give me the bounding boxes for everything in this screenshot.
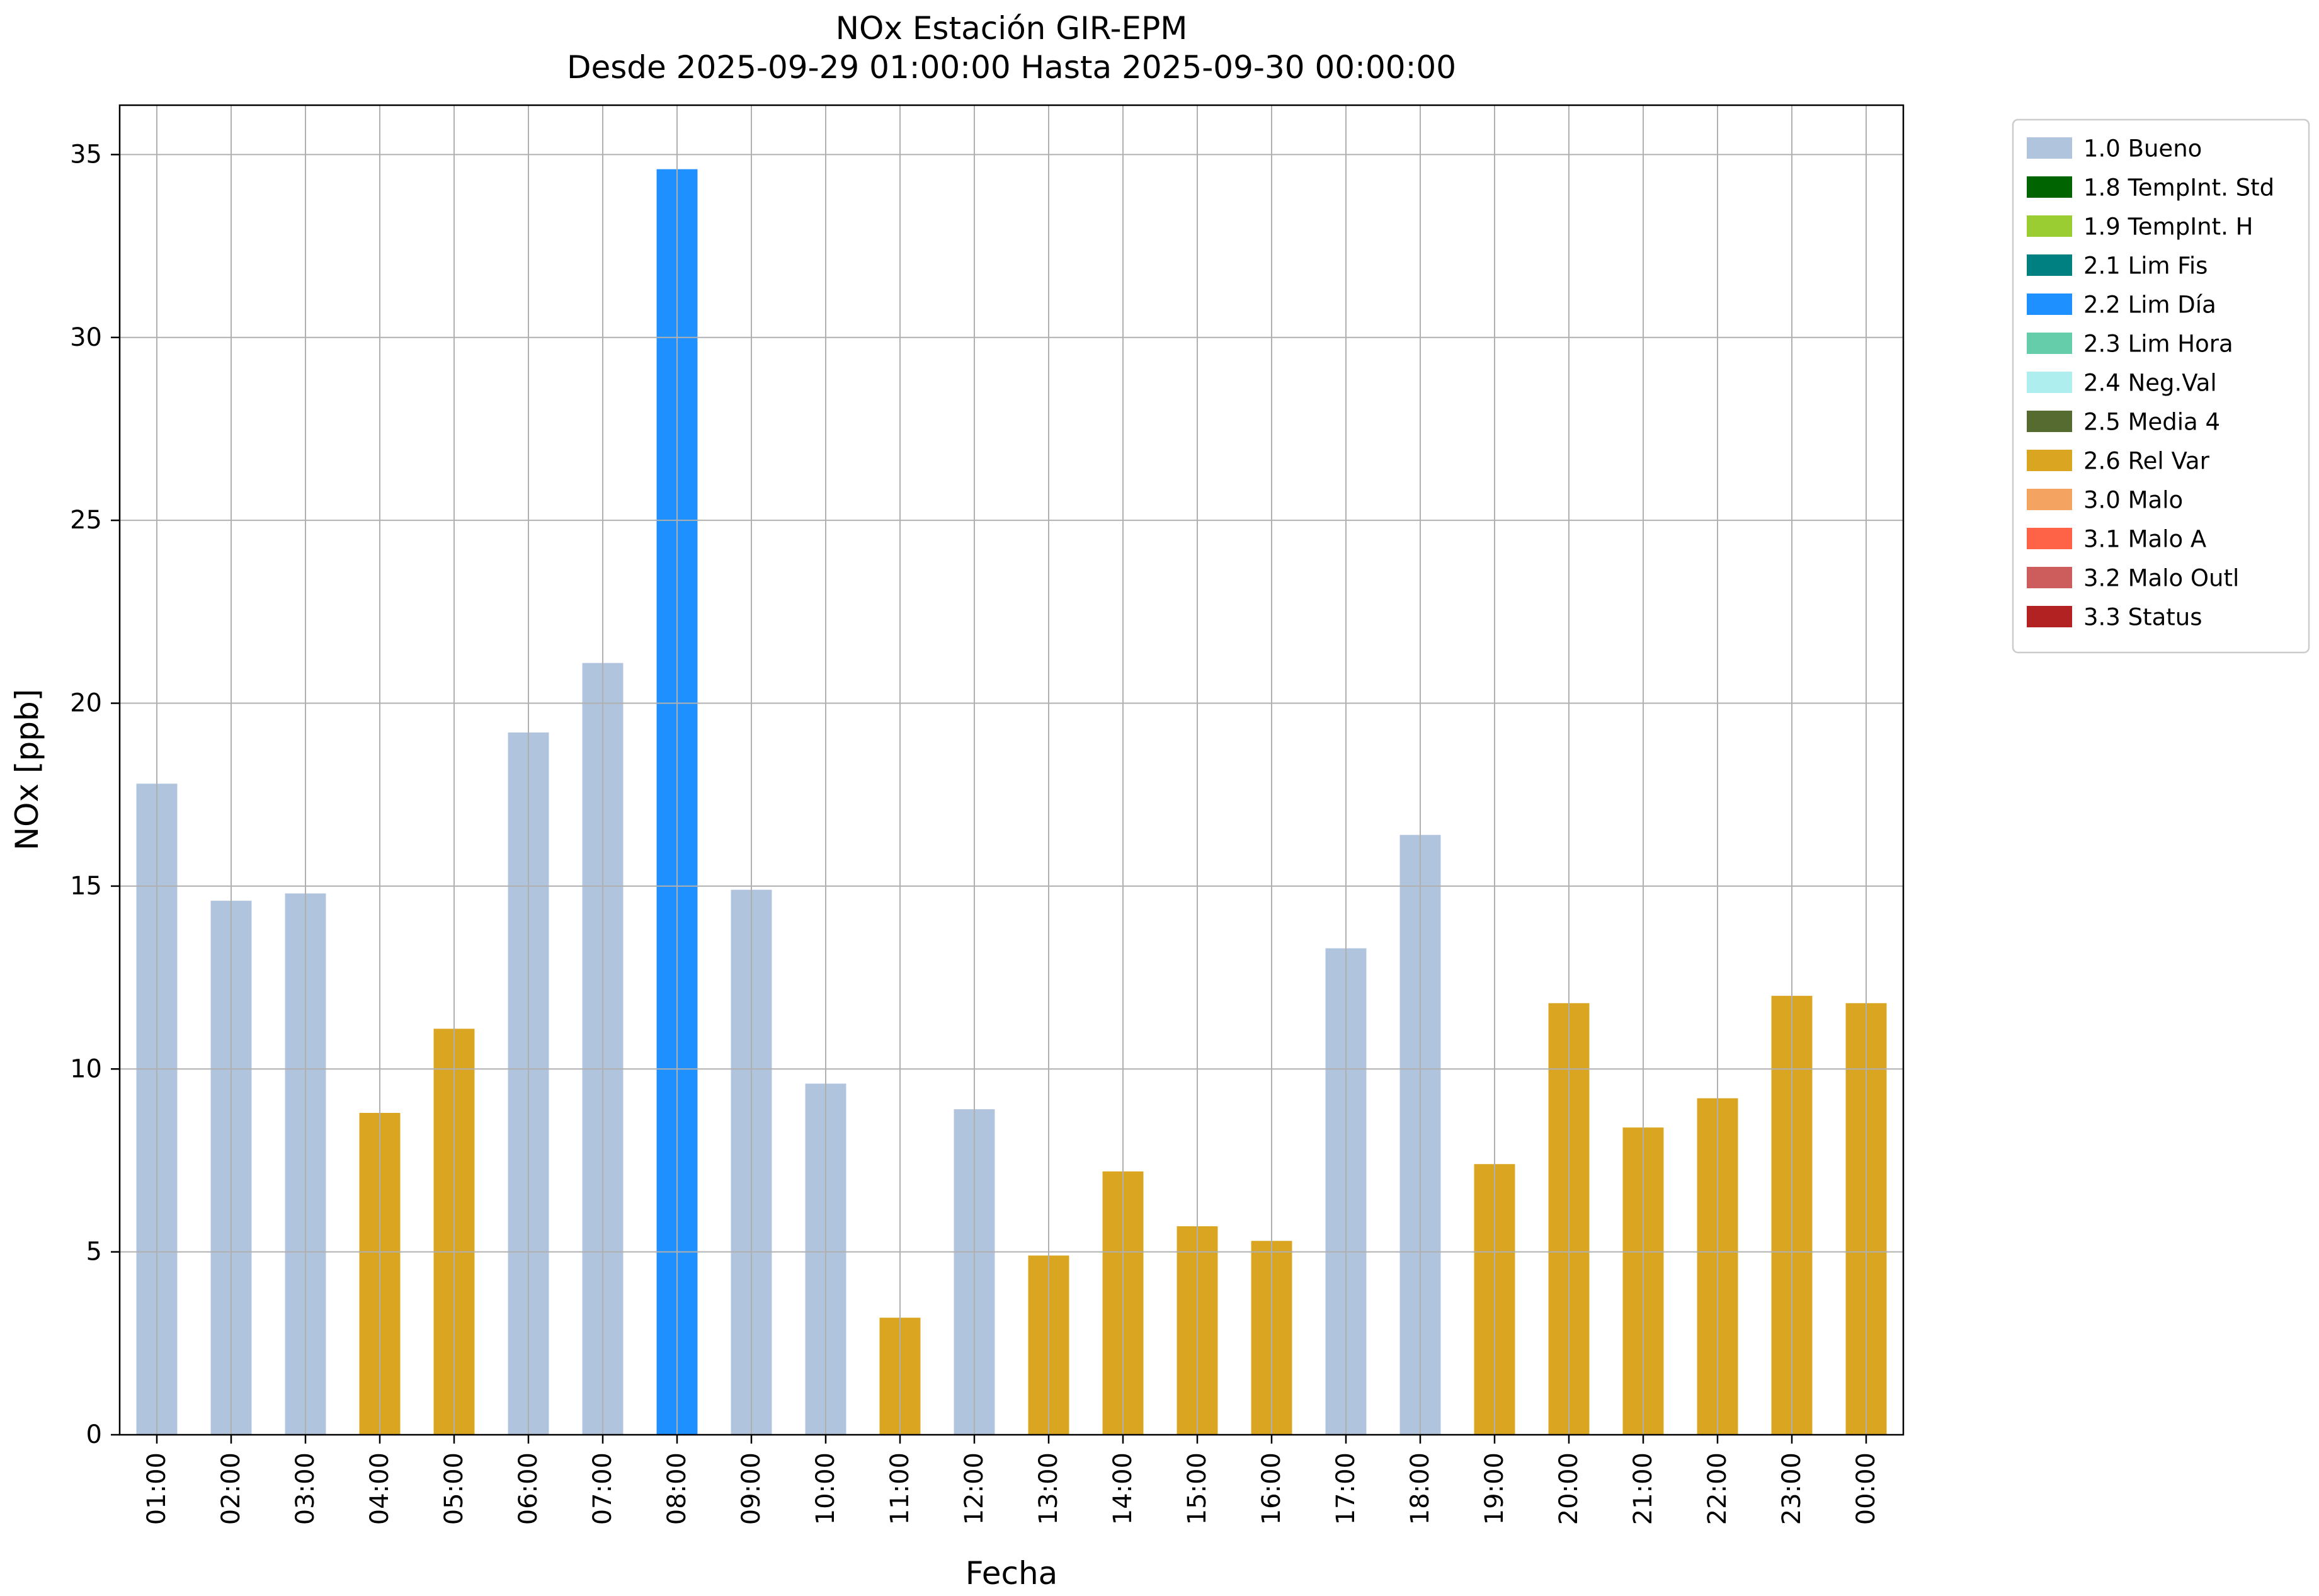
legend-swatch — [2027, 372, 2072, 393]
chart-title: NOx Estación GIR-EPM — [836, 10, 1188, 47]
legend: 1.0 Bueno 1.8 TempInt. Std 1.9 TempInt. H 2… — [2012, 118, 2310, 654]
legend-label: 1.9 TempInt. H — [2083, 214, 2253, 241]
x-tick-label: 01:00 — [142, 1452, 171, 1525]
x-tick-label: 20:00 — [1554, 1452, 1583, 1525]
x-tick-label: 02:00 — [217, 1452, 246, 1525]
x-tick-label: 00:00 — [1852, 1452, 1881, 1525]
legend-swatch — [2027, 528, 2072, 549]
legend-swatch — [2027, 567, 2072, 588]
legend-box — [2012, 118, 2310, 654]
x-tick-label: 14:00 — [1108, 1452, 1137, 1525]
x-tick-label: 21:00 — [1629, 1452, 1658, 1525]
x-tick-label: 04:00 — [365, 1452, 394, 1525]
x-axis-label: Fecha — [966, 1555, 1058, 1592]
legend-label: 2.5 Media 4 — [2083, 409, 2220, 436]
x-tick-label: 08:00 — [663, 1452, 692, 1525]
y-tick-label: 10 — [70, 1054, 102, 1083]
y-tick-label: 5 — [86, 1238, 102, 1267]
x-tick-label: 19:00 — [1480, 1452, 1509, 1525]
x-tick-label: 10:00 — [811, 1452, 840, 1525]
plot-frame — [118, 104, 1905, 1436]
legend-label: 3.3 Status — [2083, 604, 2202, 631]
x-tick-label: 05:00 — [440, 1452, 469, 1525]
plot-area: 0 5 10 15 20 25 30 35 01:00 02:00 03:00 04:00 05:00 0… — [70, 104, 1905, 1525]
legend-swatch — [2027, 294, 2072, 315]
y-tick-label: 25 — [70, 506, 102, 535]
x-tick-label: 09:00 — [737, 1452, 766, 1525]
y-tick-label: 0 — [86, 1420, 102, 1449]
legend-label: 3.0 Malo — [2083, 487, 2183, 514]
x-tick-label: 13:00 — [1034, 1452, 1063, 1525]
x-tick-label: 23:00 — [1777, 1452, 1806, 1525]
legend-label: 2.6 Rel Var — [2083, 448, 2210, 475]
legend-label: 3.1 Malo A — [2083, 526, 2206, 553]
legend-swatch — [2027, 215, 2072, 237]
legend-label: 2.3 Lim Hora — [2083, 331, 2233, 358]
chart-subtitle: Desde 2025-09-29 01:00:00 Hasta 2025-09-… — [567, 49, 1456, 86]
legend-swatch — [2027, 606, 2072, 627]
x-tick-label: 03:00 — [291, 1452, 320, 1525]
legend-label: 2.1 Lim Fis — [2083, 253, 2208, 280]
legend-swatch — [2027, 176, 2072, 198]
x-tick-label: 18:00 — [1406, 1452, 1435, 1525]
legend-swatch — [2027, 450, 2072, 471]
y-tick-label: 30 — [70, 323, 102, 352]
x-tick-label: 06:00 — [514, 1452, 543, 1525]
legend-swatch — [2027, 411, 2072, 432]
x-tick-label: 16:00 — [1257, 1452, 1286, 1525]
x-tick-label: 22:00 — [1703, 1452, 1732, 1525]
y-tick-label: 20 — [70, 689, 102, 718]
legend-label: 1.0 Bueno — [2083, 135, 2202, 162]
legend-label: 1.8 TempInt. Std — [2083, 174, 2274, 202]
legend-label: 2.2 Lim Día — [2083, 292, 2216, 319]
legend-swatch — [2027, 489, 2072, 510]
legend-label: 3.2 Malo Outl — [2083, 565, 2239, 592]
legend-swatch — [2027, 254, 2072, 276]
legend-swatch — [2027, 137, 2072, 159]
x-tick-label: 15:00 — [1183, 1452, 1212, 1525]
y-tick-label: 15 — [70, 872, 102, 901]
x-tick-label: 07:00 — [588, 1452, 617, 1525]
x-tick-label: 11:00 — [886, 1452, 914, 1525]
x-tick-label: 17:00 — [1331, 1452, 1360, 1525]
legend-swatch — [2027, 333, 2072, 354]
x-tick-label: 12:00 — [960, 1452, 989, 1525]
legend-label: 2.4 Neg.Val — [2083, 370, 2217, 397]
y-tick-label: 35 — [70, 140, 102, 169]
y-axis-label: NOx [ppb] — [9, 689, 45, 850]
